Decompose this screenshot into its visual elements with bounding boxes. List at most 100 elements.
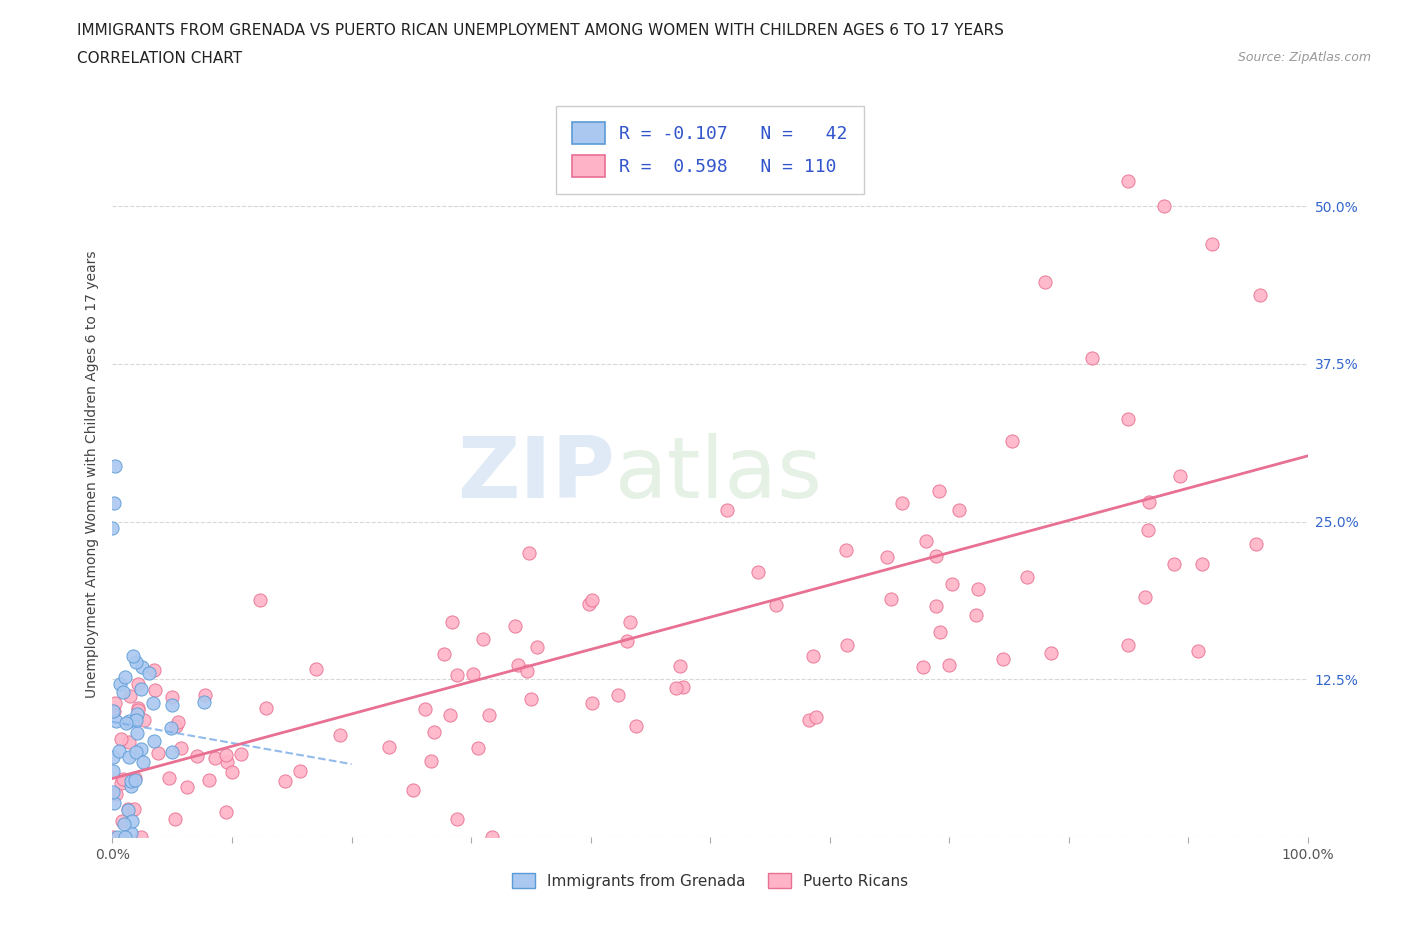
Point [143,733,166,748]
Text: Source: ZipAtlas.com: Source: ZipAtlas.com [1237,51,1371,64]
Point [516,663,538,678]
Point [249,592,271,607]
Y-axis label: Unemployment Among Women with Children Ages 6 to 17 years: Unemployment Among Women with Children A… [86,250,100,698]
Point [938,658,960,673]
Point [1187,644,1209,658]
Point [138,665,160,680]
Point [127,700,149,715]
Point [131,830,153,844]
Point [162,698,184,712]
Point [616,633,638,648]
Point [124,772,146,787]
Point [125,655,148,670]
Point [672,679,695,694]
Point [117,803,139,817]
Point [581,696,603,711]
Point [124,770,146,785]
Point [142,695,165,710]
Point [121,826,143,841]
Point [221,764,243,779]
Point [1133,590,1156,604]
Point [129,682,152,697]
Point [879,591,901,606]
Point [1137,495,1160,510]
Point [127,726,149,741]
Point [108,676,131,691]
Point [167,715,190,730]
Point [105,830,128,844]
Point [928,484,950,498]
Point [439,708,461,723]
Point [111,814,134,829]
Point [122,802,145,817]
Point [214,748,236,763]
Point [132,713,155,728]
Point [194,688,217,703]
Point [110,776,132,790]
Point [517,545,540,560]
Point [120,774,142,789]
Point [1249,287,1271,302]
Point [799,712,821,727]
Point [433,647,456,662]
Point [478,708,501,723]
Point [121,814,143,829]
Point [1168,469,1191,484]
Point [162,689,184,704]
Point [924,549,946,564]
Point [607,687,630,702]
Point [446,668,468,683]
Point [948,503,970,518]
Point [581,592,603,607]
Point [508,658,530,672]
Point [377,739,399,754]
Point [104,713,127,728]
Point [665,681,688,696]
Point [876,550,898,565]
Text: ZIP: ZIP [457,432,614,516]
Point [101,764,124,778]
Point [110,732,132,747]
Point [1153,199,1175,214]
Point [619,614,641,629]
Point [305,661,328,676]
Text: atlas: atlas [614,432,823,516]
Point [170,740,193,755]
Point [215,754,238,769]
Point [159,721,181,736]
Point [837,638,859,653]
Point [624,719,647,734]
Point [413,701,436,716]
Point [103,704,125,719]
Point [472,631,495,646]
Point [402,783,425,798]
Point [481,830,503,844]
Point [104,458,127,473]
Point [142,663,165,678]
Point [111,684,134,699]
Point [578,596,600,611]
Point [215,804,238,819]
Point [115,715,138,730]
Text: IMMIGRANTS FROM GRENADA VS PUERTO RICAN UNEMPLOYMENT AMONG WOMEN WITH CHILDREN A: IMMIGRANTS FROM GRENADA VS PUERTO RICAN … [77,23,1004,38]
Point [423,724,446,739]
Point [118,749,141,764]
Point [503,618,526,633]
Point [274,774,297,789]
Point [967,581,990,596]
Point [125,745,148,760]
Point [1081,351,1104,365]
Point [419,753,441,768]
Point [132,754,155,769]
Point [835,543,858,558]
Point [1191,556,1213,571]
Point [519,692,541,707]
Point [941,577,963,591]
Point [965,607,987,622]
Point [143,683,166,698]
Point [1033,274,1056,289]
Point [101,521,124,536]
Point [765,598,787,613]
Point [193,695,215,710]
Point [911,659,934,674]
